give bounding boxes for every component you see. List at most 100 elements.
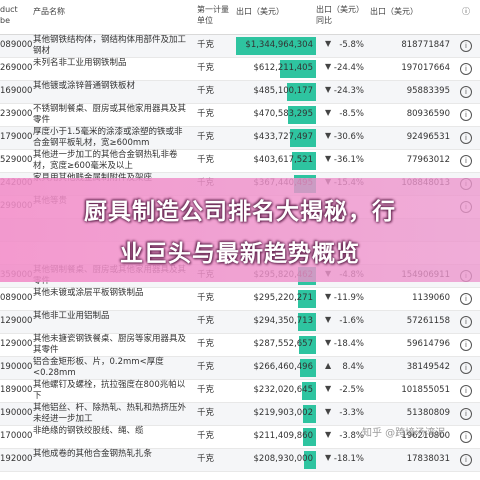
row-change: -24.4% — [333, 63, 364, 73]
row-value-bar — [298, 290, 316, 308]
arrow-down-icon: ▼ — [325, 338, 332, 347]
row-product-name: 其他镀或涂锌普通钢铁板材 — [33, 81, 136, 91]
info-icon[interactable]: i — [460, 40, 472, 52]
table-row[interactable]: 169000 其他镀或涂锌普通钢铁板材 千克 $485,100,177 ▼ -24.3% 9… — [0, 81, 480, 104]
arrow-down-icon: ▼ — [325, 62, 332, 71]
table-row[interactable]: 089000 其他钢铁结构体，钢结构体用部件及加工钢材 千克 $1,344,964,3… — [0, 35, 480, 58]
row-value: $403,617,521 — [253, 155, 313, 165]
table-row[interactable]: 190000 其他铝丝、杆、除热轧、热轧和热挤压外未经进一步加工 千克 $219,90… — [0, 403, 480, 426]
info-icon[interactable]: i — [460, 316, 472, 328]
row-code: 170000 — [0, 431, 32, 441]
row-value-bar — [288, 106, 316, 124]
row-unit: 千克 — [197, 40, 215, 50]
row-prev: 38149542 — [406, 362, 450, 372]
row-unit: 千克 — [197, 339, 215, 349]
info-icon[interactable]: i — [460, 339, 472, 351]
header-prev[interactable]: 出口（美元） — [370, 7, 418, 16]
header-code[interactable]: duct be — [0, 5, 18, 25]
watermark: 知乎 @跨境汤湾泥 — [362, 428, 446, 439]
arrow-down-icon: ▼ — [325, 453, 332, 462]
row-product-name: 其他非工业用铝制品 — [33, 311, 110, 321]
info-icon[interactable]: i — [460, 408, 472, 420]
row-unit: 千克 — [197, 408, 215, 418]
row-product-name: 不锈钢制餐桌、厨房或其他家用器具及其零件 — [33, 104, 187, 125]
row-prev: 59614796 — [406, 339, 450, 349]
row-value-bar — [302, 382, 316, 400]
row-value-bar — [292, 152, 316, 170]
row-code: 529000 — [0, 155, 32, 165]
arrow-down-icon: ▼ — [325, 131, 332, 140]
table-row[interactable]: 192000 其他成卷的其他合金钢热轧扎条 千克 $208,930,000 ▼ -18.1… — [0, 449, 480, 472]
info-icon[interactable]: i — [460, 86, 472, 98]
header-name[interactable]: 产品名称 — [33, 7, 65, 16]
header-value[interactable]: 出口（美元） — [236, 7, 284, 16]
table-row[interactable]: 189000 其他螺钉及螺栓，抗拉强度在800兆帕以下 千克 $232,020,645… — [0, 380, 480, 403]
row-code: 179000 — [0, 132, 32, 142]
header-unit[interactable]: 第一计量单位 — [197, 5, 229, 25]
row-change: -3.3% — [339, 408, 364, 418]
row-value-cell: $266,460,496 — [236, 359, 316, 377]
info-icon[interactable]: i — [460, 293, 472, 305]
info-icon[interactable]: i — [460, 63, 472, 75]
row-change: -18.1% — [333, 454, 364, 464]
row-value-bar — [298, 313, 316, 331]
arrow-down-icon: ▼ — [325, 430, 332, 439]
row-value: $433,727,497 — [253, 132, 313, 142]
info-icon[interactable]: i — [460, 454, 472, 466]
info-icon[interactable]: i — [460, 155, 472, 167]
info-icon[interactable]: i — [460, 385, 472, 397]
row-prev: 95883395 — [406, 86, 450, 96]
info-icon[interactable]: i — [460, 431, 472, 443]
row-value-bar — [236, 37, 316, 55]
row-value-bar — [303, 428, 316, 446]
arrow-up-icon: ▲ — [325, 361, 332, 370]
row-product-name: 其他未搪瓷钢铁餐桌、厨房等家用器具及其零件 — [33, 334, 187, 355]
table-row[interactable]: 179000 厚度小于1.5毫米的涂漆或涂塑的铁或非合金钢平板轧材，宽≥600mm… — [0, 127, 480, 150]
row-value-cell: $612,211,405 — [236, 60, 316, 78]
table-row[interactable]: 239000 不锈钢制餐桌、厨房或其他家用器具及其零件 千克 $470,583,295… — [0, 104, 480, 127]
table-header: duct be 产品名称 第一计量单位 出口（美元） 出口（美元）同比 出口（美… — [0, 0, 480, 35]
row-code: 190000 — [0, 408, 32, 418]
row-product-name: 其他进一步加工的其他合金钢热轧非卷材，宽度≥600毫米及以上 — [33, 150, 178, 171]
row-value-cell: $403,617,521 — [236, 152, 316, 170]
row-code: 190000 — [0, 362, 32, 372]
table-row[interactable]: 190000 铝合金矩形板、片，0.2mm<厚度<0.28mm 千克 $266,460… — [0, 357, 480, 380]
row-value-bar — [279, 60, 316, 78]
row-value-bar — [290, 129, 316, 147]
arrow-down-icon: ▼ — [325, 154, 332, 163]
info-icon[interactable]: i — [460, 132, 472, 144]
row-change: 8.4% — [342, 362, 364, 372]
row-value-bar — [300, 359, 316, 377]
table-row[interactable]: 089000 其他未镀或涂层平板钢铁制品 千克 $295,220,271 ▼ -11.9%… — [0, 288, 480, 311]
header-change[interactable]: 出口（美元）同比 — [316, 5, 364, 25]
row-change: -8.5% — [339, 109, 364, 119]
table-row[interactable]: 129000 其他非工业用铝制品 千克 $294,350,713 ▼ -1.6% 57261… — [0, 311, 480, 334]
table-row[interactable]: 170000 非绝缘的钢铁绞股线、绳、缆 千克 $211,409,860 ▼ -3.8% 1… — [0, 426, 480, 449]
row-value: $208,930,000 — [253, 454, 313, 464]
row-prev: 101855051 — [401, 385, 450, 395]
table-row[interactable]: 269000 未列名非工业用钢铁制品 千克 $612,211,405 ▼ -24.4% 19… — [0, 58, 480, 81]
info-icon[interactable]: i — [460, 109, 472, 121]
row-value-bar — [287, 83, 316, 101]
table-row[interactable]: 529000 其他进一步加工的其他合金钢热轧非卷材，宽度≥600毫米及以上 千克 $4… — [0, 150, 480, 173]
row-unit: 千克 — [197, 109, 215, 119]
header-info-icon[interactable]: ⓘ — [462, 7, 470, 16]
row-unit: 千克 — [197, 293, 215, 303]
row-change: -36.1% — [333, 155, 364, 165]
row-product-name: 厚度小于1.5毫米的涂漆或涂塑的铁或非合金钢平板轧材，宽≥600mm — [33, 127, 183, 148]
table-row[interactable]: 129000 其他未搪瓷钢铁餐桌、厨房等家用器具及其零件 千克 $287,552,65… — [0, 334, 480, 357]
info-icon[interactable]: i — [460, 362, 472, 374]
row-change: -1.6% — [339, 316, 364, 326]
row-change: -24.3% — [333, 86, 364, 96]
row-value-bar — [302, 405, 316, 423]
row-product-name: 铝合金矩形板、片，0.2mm<厚度<0.28mm — [33, 357, 164, 378]
row-value: $612,211,405 — [253, 63, 313, 73]
row-change: -3.8% — [339, 431, 364, 441]
row-product-name: 其他未镀或涂层平板钢铁制品 — [33, 288, 144, 298]
row-prev: 51380809 — [406, 408, 450, 418]
row-value: $485,100,177 — [253, 86, 313, 96]
row-value-cell: $211,409,860 — [236, 428, 316, 446]
row-change: -11.9% — [333, 293, 364, 303]
row-change: -5.8% — [339, 40, 364, 50]
row-code: 089000 — [0, 293, 32, 303]
